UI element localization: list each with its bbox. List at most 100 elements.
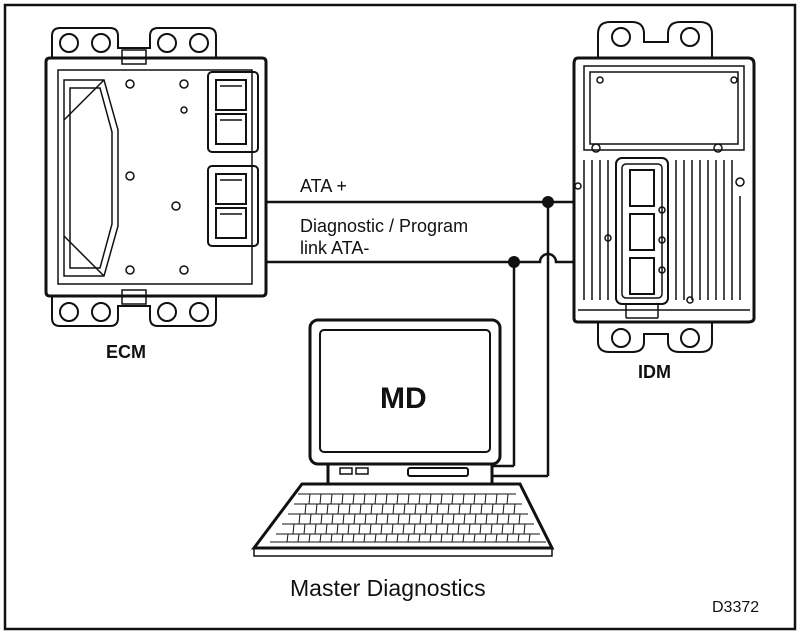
- keyboard-key-divider: [348, 503, 351, 515]
- idm-module: [572, 21, 756, 353]
- keyboard-key-divider: [309, 513, 312, 525]
- keyboard-key-divider: [418, 533, 421, 543]
- keyboard-key-divider: [341, 533, 344, 543]
- keyboard-key-divider: [491, 503, 494, 515]
- keyboard-key-divider: [352, 493, 355, 505]
- keyboard-key-grid: [286, 493, 531, 543]
- keyboard-key-divider: [326, 503, 329, 515]
- keyboard-key-divider: [462, 493, 465, 505]
- keyboard-key-divider: [396, 533, 399, 543]
- monitor-screen: [319, 329, 491, 453]
- keyboard-key-divider: [286, 533, 289, 543]
- keyboard-key-divider: [391, 523, 394, 535]
- keyboard-key-divider: [336, 523, 339, 535]
- keyboard-key-divider: [474, 513, 477, 525]
- keyboard-key-divider: [359, 503, 362, 515]
- keyboard-key-divider: [314, 523, 317, 535]
- keyboard-key-divider: [325, 523, 328, 535]
- keyboard-key-divider: [430, 513, 433, 525]
- keyboard-key-divider: [490, 523, 493, 535]
- keyboard-key-divider: [451, 493, 454, 505]
- keyboard-key-divider: [507, 513, 510, 525]
- keyboard-key-divider: [451, 533, 454, 543]
- keyboard-key-divider: [363, 493, 366, 505]
- keyboard-key-divider: [425, 503, 428, 515]
- keyboard-key-divider: [407, 533, 410, 543]
- master-diagnostics-computer: [251, 318, 555, 557]
- keyboard-key-divider: [297, 533, 300, 543]
- keyboard-key-divider: [473, 493, 476, 505]
- keyboard-key-divider: [363, 533, 366, 543]
- keyboard-key-divider: [485, 513, 488, 525]
- keyboard-key-divider: [496, 513, 499, 525]
- keyboard-key-divider: [447, 503, 450, 515]
- keyboard-key-divider: [381, 503, 384, 515]
- keyboard-key-divider: [502, 503, 505, 515]
- keyboard-key-divider: [402, 523, 405, 535]
- keyboard-key-divider: [495, 493, 498, 505]
- keyboard-key-divider: [330, 533, 333, 543]
- keyboard-key-divider: [386, 513, 389, 525]
- keyboard-key-divider: [380, 523, 383, 535]
- keyboard-key-divider: [506, 493, 509, 505]
- link-ata-minus-label: link ATA-: [300, 238, 369, 258]
- idm-label: IDM: [638, 362, 671, 382]
- keyboard-key-divider: [385, 533, 388, 543]
- figure-id: D3372: [712, 599, 759, 616]
- ecm-label: ECM: [106, 342, 146, 362]
- keyboard-key-divider: [319, 493, 322, 505]
- keyboard-key-divider: [308, 493, 311, 505]
- keyboard-key-divider: [414, 503, 417, 515]
- keyboard-key-divider: [446, 523, 449, 535]
- keyboard-key-divider: [352, 533, 355, 543]
- keyboard-key-divider: [337, 503, 340, 515]
- keyboard-key-divider: [369, 523, 372, 535]
- keyboard-key-divider: [441, 513, 444, 525]
- keyboard-key-divider: [452, 513, 455, 525]
- keyboard-key-divider: [513, 503, 516, 515]
- keyboard-key-divider: [436, 503, 439, 515]
- keyboard-key-divider: [484, 533, 487, 543]
- ata-plus-label: ATA +: [300, 176, 347, 196]
- keyboard-key-divider: [374, 533, 377, 543]
- keyboard-key-divider: [480, 503, 483, 515]
- keyboard-key-divider: [370, 503, 373, 515]
- keyboard-key-divider: [397, 513, 400, 525]
- ecm-module: [44, 27, 268, 327]
- keyboard-key-divider: [358, 523, 361, 535]
- keyboard-key-divider: [468, 523, 471, 535]
- keyboard-key-divider: [473, 533, 476, 543]
- keyboard-key-divider: [484, 493, 487, 505]
- keyboard-key-divider: [298, 513, 301, 525]
- keyboard-key-divider: [429, 493, 432, 505]
- keyboard-key-divider: [320, 513, 323, 525]
- keyboard-key-divider: [396, 493, 399, 505]
- idm-cooling-fins: [583, 160, 741, 300]
- keyboard-key-divider: [495, 533, 498, 543]
- keyboard-key-divider: [458, 503, 461, 515]
- keyboard-key-divider: [479, 523, 482, 535]
- keyboard-key-divider: [528, 533, 531, 543]
- keyboard-key-divider: [419, 513, 422, 525]
- keyboard-key-divider: [501, 523, 504, 535]
- keyboard-key-divider: [518, 513, 521, 525]
- keyboard-key-divider: [353, 513, 356, 525]
- keyboard-key-divider: [364, 513, 367, 525]
- keyboard-key-divider: [303, 523, 306, 535]
- diagnostic-program-label: Diagnostic / Program: [300, 216, 468, 236]
- keyboard-key-divider: [440, 493, 443, 505]
- keyboard-key-divider: [330, 493, 333, 505]
- keyboard-key-divider: [418, 493, 421, 505]
- keyboard-key-divider: [392, 503, 395, 515]
- keyboard-key-divider: [304, 503, 307, 515]
- keyboard-key-divider: [440, 533, 443, 543]
- keyboard-key-divider: [341, 493, 344, 505]
- keyboard-key-divider: [342, 513, 345, 525]
- keyboard-key-divider: [403, 503, 406, 515]
- keyboard-key-divider: [331, 513, 334, 525]
- keyboard-key-divider: [385, 493, 388, 505]
- keyboard-key-divider: [375, 513, 378, 525]
- keyboard-key-divider: [506, 533, 509, 543]
- ata-plus-junction: [542, 196, 554, 208]
